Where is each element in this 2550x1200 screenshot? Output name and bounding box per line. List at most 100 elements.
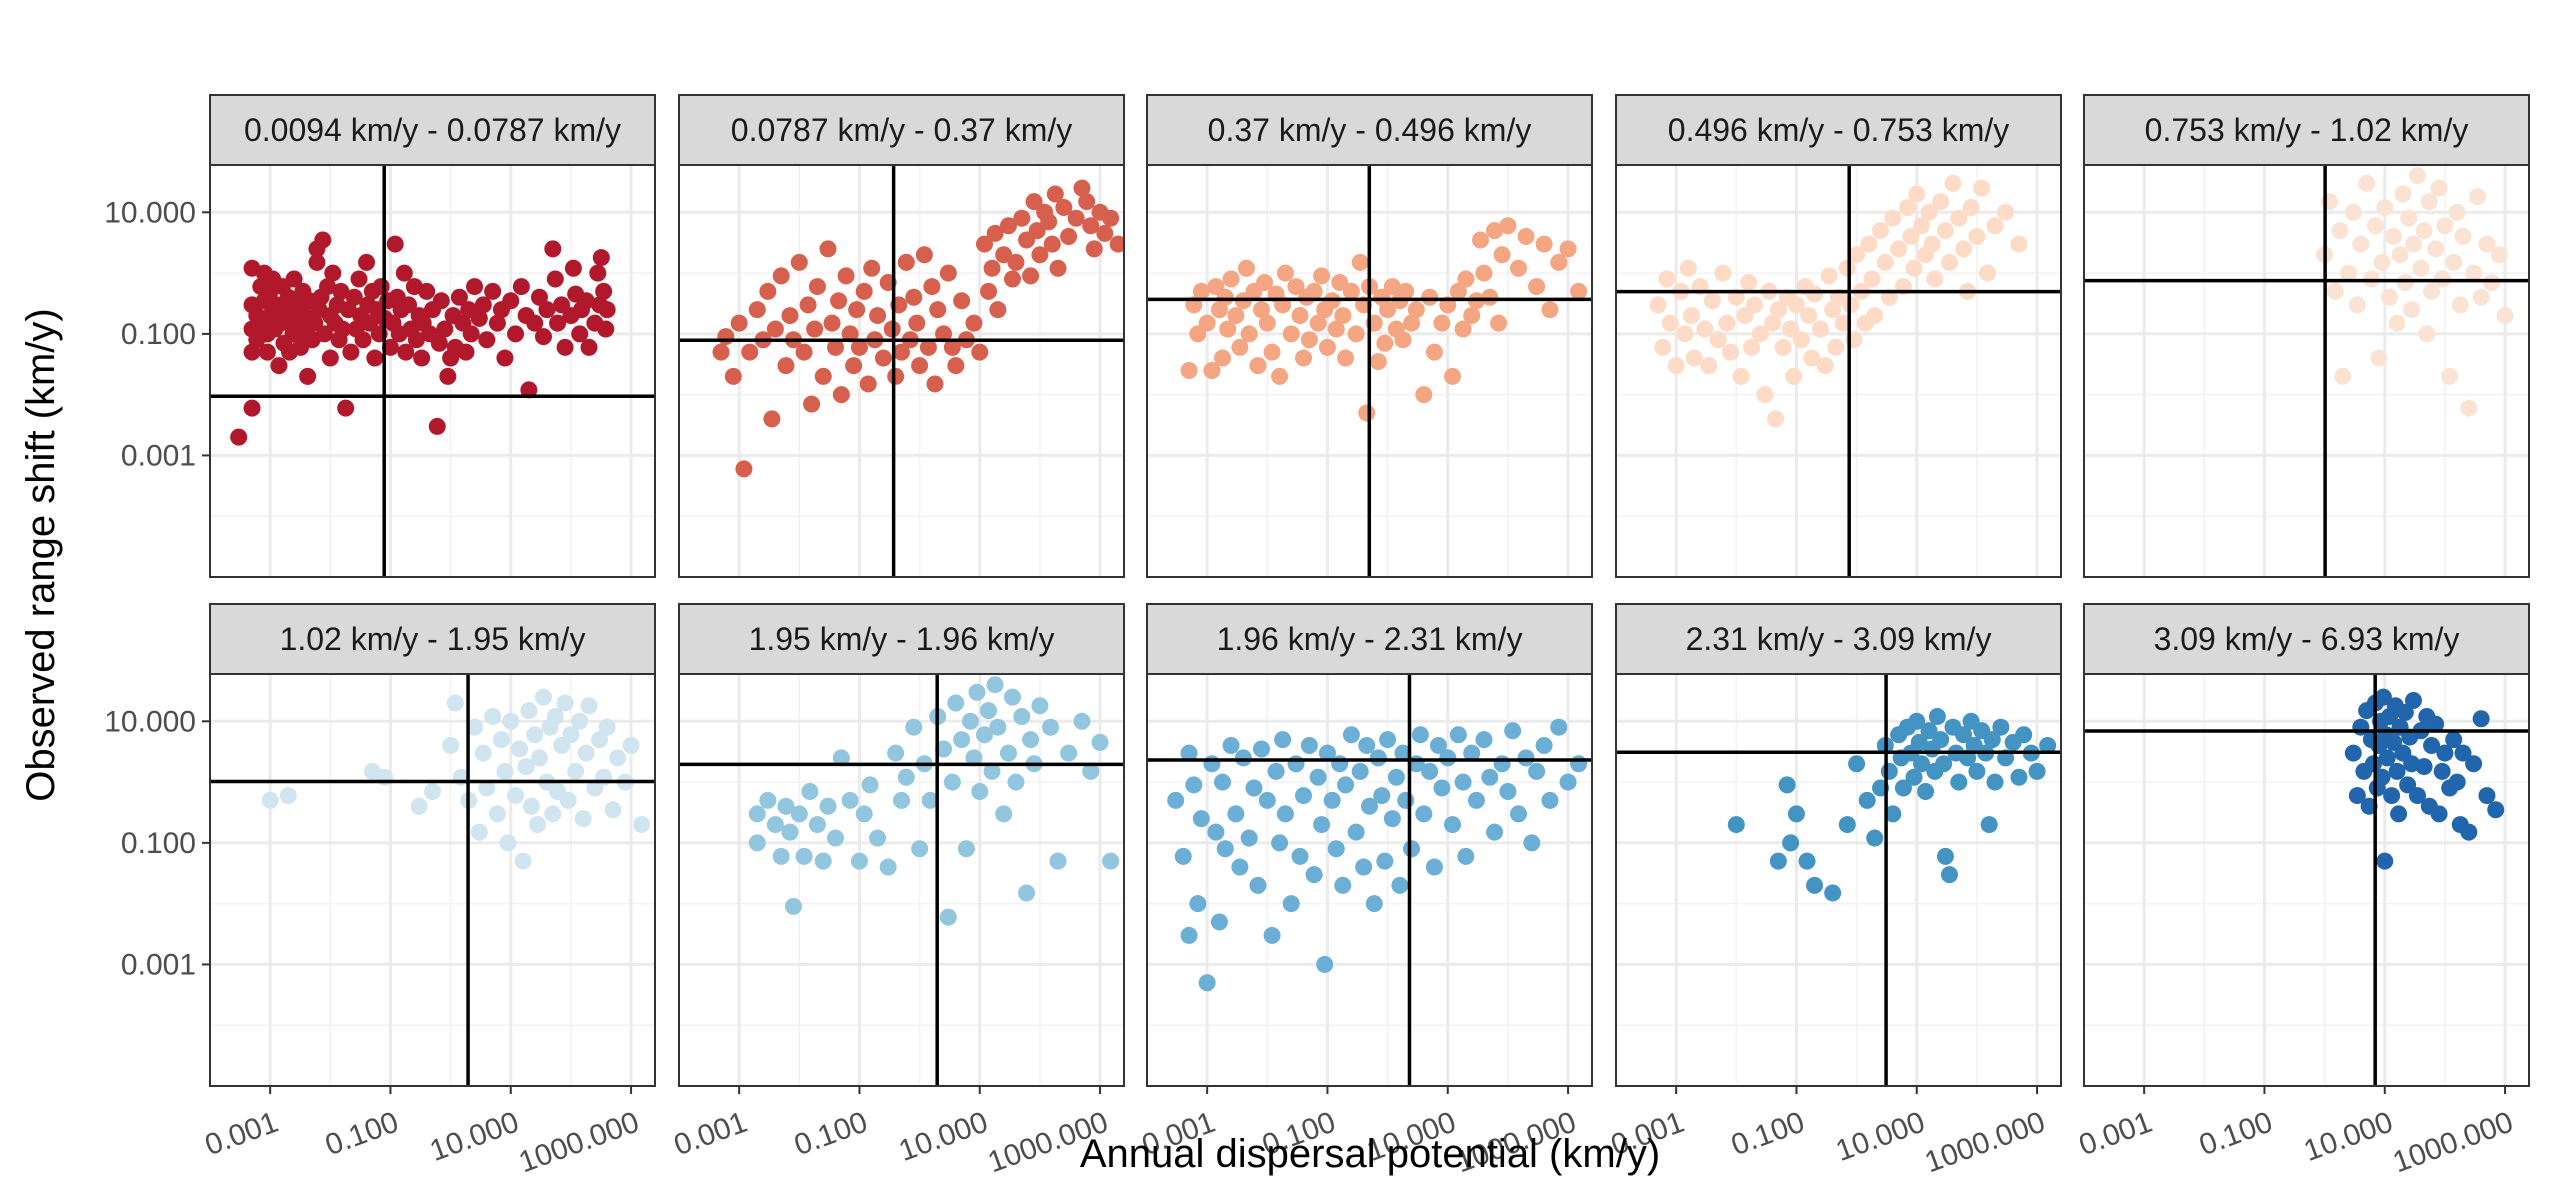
data-point [859,375,877,393]
data-point [1923,235,1941,253]
data-point [827,829,845,847]
data-point [1499,782,1517,800]
data-point [1351,762,1369,780]
data-point [1787,805,1805,823]
data-point [1256,273,1274,291]
data-point [1318,338,1336,356]
data-point [321,349,339,367]
data-point [1276,805,1294,823]
data-point [633,816,651,834]
panel-border [209,673,656,1087]
facet-panel: 0.37 km/y - 0.496 km/y [1146,94,1593,578]
data-point [1858,791,1876,809]
data-point [1838,259,1856,277]
data-point [1394,331,1412,349]
data-point [1049,852,1067,870]
data-point [983,762,1001,780]
data-point [1313,267,1331,285]
data-point [980,702,998,720]
data-point [308,253,326,271]
data-point [2010,235,2028,253]
data-point [358,253,376,271]
data-point [784,897,802,915]
data-point [2445,731,2463,749]
data-point [953,731,971,749]
data-point [279,787,297,805]
data-point [319,278,337,296]
data-point [1214,773,1232,791]
data-point [953,292,971,310]
data-point [2451,296,2469,314]
data-point [1067,209,1085,227]
data-point [1439,749,1457,767]
data-point [1785,367,1803,385]
data-point [1661,314,1679,332]
data-point [1920,203,1938,221]
data-point [1774,338,1792,356]
facet-panel: 1.96 km/y - 2.31 km/y0.001 0.100 10.000100… [1138,603,1593,1179]
data-point [887,744,905,762]
data-point [1249,876,1267,894]
data-point [1721,343,1739,361]
data-point [514,852,532,870]
data-point [488,805,506,823]
data-point [1490,314,1508,332]
data-point [855,282,873,300]
data-point [538,301,556,319]
data-point [397,343,415,361]
data-point [2344,203,2362,221]
data-point [1096,224,1114,242]
data-point [1327,840,1345,858]
data-point [1425,858,1443,876]
data-point [1403,314,1421,332]
data-point [1454,320,1472,338]
panel-plot-area [1147,165,1592,577]
data-point [2404,691,2422,709]
data-point [1703,292,1721,310]
data-point [1007,253,1025,271]
data-point [1060,227,1078,245]
data-point [1376,334,1394,352]
data-point [1219,320,1237,338]
data-point [520,381,538,399]
data-point [893,343,910,361]
data-point [1403,840,1421,858]
data-point [526,726,544,744]
data-point [507,325,525,343]
data-point [1950,209,1968,227]
data-point [1962,198,1980,216]
data-point [1848,246,1866,264]
data-point [1756,386,1774,404]
data-point [2388,314,2406,332]
data-point [334,320,352,338]
data-point [366,349,384,367]
data-point [562,726,580,744]
data-point [1295,787,1313,805]
data-point [598,718,616,736]
data-point [1950,773,1968,791]
data-point [1913,755,1931,773]
data-point [1049,259,1067,277]
data-point [530,749,548,767]
data-point [2396,703,2414,721]
data-point [1510,805,1528,823]
data-point [1827,338,1845,356]
data-point [808,278,826,296]
data-point [2348,787,2366,805]
data-point [1751,325,1769,343]
data-point [1454,773,1472,791]
data-point [2423,282,2441,300]
data-point [911,357,929,375]
data-point [2430,805,2448,823]
data-point [861,776,879,794]
data-point [2396,273,2414,291]
data-point [730,314,748,332]
data-point [1787,296,1805,314]
data-point [1237,259,1255,277]
data-point [428,417,446,435]
data-point [1769,852,1787,870]
data-point [759,282,777,300]
data-point [1295,349,1313,367]
data-point [2408,787,2426,805]
data-point [1316,955,1334,973]
